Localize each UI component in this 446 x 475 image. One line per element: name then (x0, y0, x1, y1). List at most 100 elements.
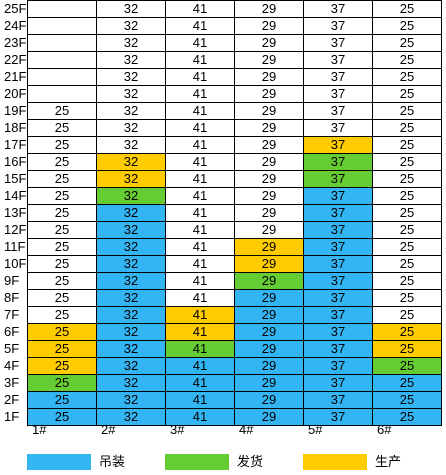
table-cell: 41 (165, 306, 235, 324)
table-cell: 32 (96, 306, 166, 324)
legend-swatch (165, 454, 229, 470)
table-cell (27, 68, 97, 86)
floor-label: 7F (4, 307, 20, 322)
table-cell: 37 (303, 238, 373, 256)
column-label: 4# (239, 422, 254, 437)
table-cell: 41 (165, 238, 235, 256)
column-label: 1# (32, 422, 47, 437)
table-cell: 41 (165, 357, 235, 375)
table-cell: 29 (234, 204, 304, 222)
table-row: 32 41 29 37 25 (27, 85, 442, 103)
table-cell: 29 (234, 51, 304, 69)
table-cell: 32 (96, 187, 166, 205)
table-cell: 37 (303, 221, 373, 239)
table-cell: 29 (234, 221, 304, 239)
table-cell: 37 (303, 272, 373, 290)
table-cell: 29 (234, 68, 304, 86)
table-cell: 25 (372, 68, 442, 86)
table-cell: 29 (234, 136, 304, 154)
table-cell: 32 (96, 408, 166, 426)
table-cell: 25 (27, 357, 97, 375)
table-row: 32 41 29 37 25 (27, 17, 442, 35)
table-cell: 32 (96, 153, 166, 171)
table-cell: 29 (234, 153, 304, 171)
table-cell: 29 (234, 187, 304, 205)
table-cell: 37 (303, 119, 373, 137)
table-cell: 25 (372, 340, 442, 358)
floor-label: 18F (4, 120, 27, 135)
floor-label: 11F (4, 239, 26, 254)
table-cell: 32 (96, 255, 166, 273)
table-cell: 29 (234, 102, 304, 120)
progress-grid: 32 41 29 37 25 32 41 29 37 25 32 41 29 37 25 32 41 29 37 25… (27, 0, 442, 426)
table-cell: 29 (234, 119, 304, 137)
table-row: 25 32 41 29 37 25 (27, 187, 442, 205)
table-cell: 41 (165, 221, 235, 239)
table-cell: 25 (372, 306, 442, 324)
table-cell: 41 (165, 391, 235, 409)
table-row: 25 32 41 29 37 25 (27, 408, 442, 426)
table-cell: 25 (372, 102, 442, 120)
table-cell: 29 (234, 17, 304, 35)
table-cell (27, 85, 97, 103)
legend-label: 发货 (237, 454, 264, 469)
table-cell: 41 (165, 323, 235, 341)
table-cell: 25 (27, 255, 97, 273)
table-row: 25 32 41 29 37 25 (27, 323, 442, 341)
legend: 吊装 发货 生产 (0, 450, 446, 474)
table-cell: 32 (96, 323, 166, 341)
table-cell: 37 (303, 408, 373, 426)
table-cell: 32 (96, 357, 166, 375)
table-cell: 29 (234, 306, 304, 324)
table-cell: 29 (234, 272, 304, 290)
table-cell: 37 (303, 17, 373, 35)
floor-label: 25F (4, 1, 27, 16)
table-cell: 37 (303, 68, 373, 86)
table-cell: 25 (27, 136, 97, 154)
table-cell: 29 (234, 340, 304, 358)
floor-label: 1F (4, 409, 20, 424)
table-cell: 25 (372, 153, 442, 171)
legend-swatch (27, 454, 91, 470)
table-row: 32 41 29 37 25 (27, 0, 442, 18)
floor-label: 5F (4, 341, 20, 356)
table-row: 25 32 41 29 37 25 (27, 391, 442, 409)
table-cell: 25 (27, 391, 97, 409)
table-cell: 41 (165, 17, 235, 35)
table-row: 25 32 41 29 37 25 (27, 102, 442, 120)
table-row: 32 41 29 37 25 (27, 34, 442, 52)
table-row: 25 32 41 29 37 25 (27, 306, 442, 324)
table-cell: 41 (165, 374, 235, 392)
table-cell: 29 (234, 323, 304, 341)
table-cell: 25 (372, 85, 442, 103)
column-label: 2# (101, 422, 116, 437)
table-cell: 25 (27, 340, 97, 358)
floor-label: 10F (4, 256, 27, 271)
table-cell: 25 (372, 357, 442, 375)
floor-label: 15F (4, 171, 27, 186)
table-cell: 25 (27, 187, 97, 205)
table-cell: 37 (303, 51, 373, 69)
table-cell: 41 (165, 136, 235, 154)
column-label: 3# (170, 422, 185, 437)
table-row: 25 32 41 29 37 25 (27, 204, 442, 222)
table-cell: 32 (96, 289, 166, 307)
table-cell: 25 (27, 408, 97, 426)
table-cell: 29 (234, 170, 304, 188)
table-cell: 32 (96, 204, 166, 222)
table-cell: 25 (27, 153, 97, 171)
table-cell: 32 (96, 374, 166, 392)
table-cell: 25 (372, 119, 442, 137)
table-cell: 25 (27, 289, 97, 307)
table-row: 25 32 41 29 37 25 (27, 272, 442, 290)
table-cell: 32 (96, 17, 166, 35)
table-cell: 32 (96, 34, 166, 52)
table-cell: 41 (165, 68, 235, 86)
table-cell: 29 (234, 391, 304, 409)
table-row: 25 32 41 29 37 25 (27, 255, 442, 273)
table-cell: 41 (165, 0, 235, 18)
table-row: 25 32 41 29 37 25 (27, 238, 442, 256)
table-cell: 25 (372, 408, 442, 426)
table-row: 25 32 41 29 37 25 (27, 153, 442, 171)
table-cell: 37 (303, 170, 373, 188)
